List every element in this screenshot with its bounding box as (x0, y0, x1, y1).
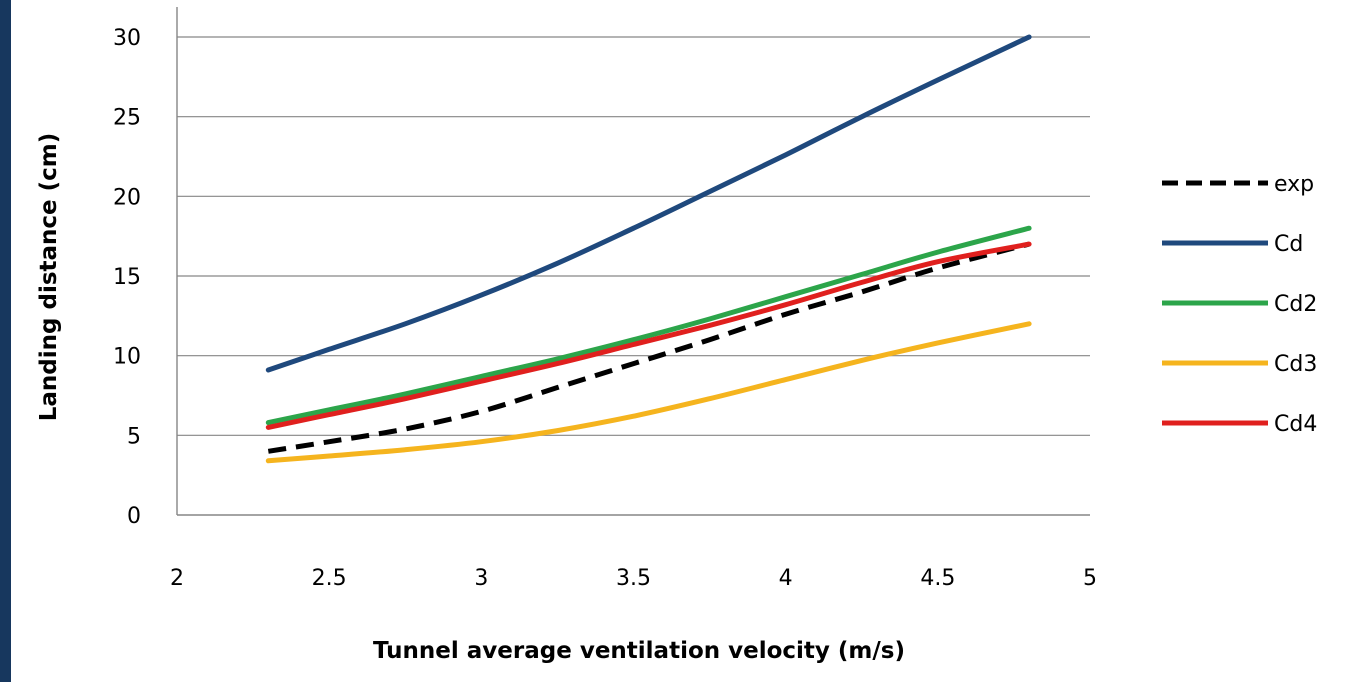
legend-label-cd2: Cd2 (1274, 292, 1317, 317)
x-tick-label: 4.5 (920, 566, 955, 591)
series-line-cd2 (265, 225, 1032, 426)
x-tick-label: 2.5 (312, 566, 347, 591)
y-tick-label: 15 (113, 265, 141, 290)
x-tick-label: 2 (170, 566, 184, 591)
y-tick-label: 0 (127, 504, 141, 529)
y-tick-label: 5 (127, 424, 141, 449)
chart-area (11, 0, 1359, 682)
y-axis-title: Landing distance (cm) (36, 133, 62, 422)
legend-label-exp: exp (1274, 172, 1314, 197)
x-tick-label: 3.5 (616, 566, 651, 591)
x-tick-label: 3 (474, 566, 488, 591)
series-line-exp (267, 241, 1030, 454)
series-line-cd3 (265, 321, 1032, 464)
legend-label-cd4: Cd4 (1274, 412, 1317, 437)
legend-label-cd: Cd (1274, 232, 1303, 257)
x-axis-title: Tunnel average ventilation velocity (m/s… (373, 638, 905, 664)
y-tick-label: 25 (113, 106, 141, 131)
axes: 0 5 10 15 20 25 30 2 2.5 3 3.5 4 4.5 5 (113, 7, 1097, 591)
gridlines (177, 36, 1090, 436)
legend: exp Cd Cd2 Cd3 Cd4 (1162, 172, 1317, 437)
y-tick-label: 30 (113, 26, 141, 51)
series-lines (265, 34, 1032, 464)
series-line-cd (265, 34, 1032, 373)
series-line-cd4 (265, 241, 1032, 430)
y-tick-label: 10 (113, 345, 141, 370)
legend-label-cd3: Cd3 (1274, 352, 1317, 377)
y-tick-label: 20 (113, 185, 141, 210)
x-tick-label: 5 (1083, 566, 1097, 591)
x-tick-label: 4 (779, 566, 793, 591)
